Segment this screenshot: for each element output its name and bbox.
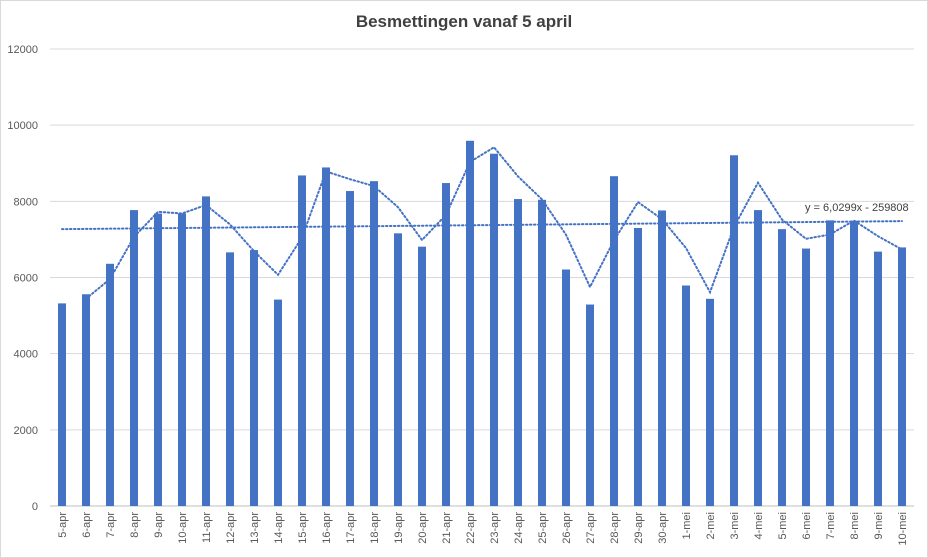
- bar: [850, 220, 858, 506]
- x-tick-label: 2-mei: [705, 512, 717, 540]
- bar: [298, 175, 306, 507]
- bar: [778, 229, 786, 507]
- bar: [658, 210, 666, 506]
- x-tick-label: 6-mei: [801, 512, 813, 540]
- x-tick-label: 13-apr: [249, 512, 261, 544]
- x-tick-label: 29-apr: [633, 512, 645, 544]
- bar: [58, 303, 66, 506]
- bar: [562, 269, 570, 506]
- x-tick-label: 28-apr: [609, 512, 621, 544]
- bar: [730, 155, 738, 506]
- bar: [442, 183, 450, 506]
- bar: [466, 140, 474, 507]
- x-axis-ticks: 5-apr 6-apr 7-apr 8-apr 9-apr 10-apr 11-apr 12-…: [57, 512, 909, 546]
- bar: [346, 191, 354, 506]
- x-tick-label: 15-apr: [297, 512, 309, 544]
- bar: [226, 252, 234, 506]
- x-tick-label: 9-mei: [873, 512, 885, 540]
- bar: [874, 251, 882, 506]
- x-tick-label: 6-apr: [81, 512, 93, 538]
- x-tick-label: 3-mei: [729, 512, 741, 540]
- bar: [706, 298, 714, 506]
- bar: [322, 167, 330, 507]
- bar: [490, 153, 498, 506]
- y-tick-label: 10000: [7, 120, 38, 132]
- bar: [394, 233, 402, 506]
- gridlines: [50, 48, 914, 507]
- bar: [898, 247, 906, 506]
- bars: [58, 140, 906, 507]
- x-tick-label: 21-apr: [441, 512, 453, 544]
- x-tick-label: 10-mei: [897, 512, 909, 546]
- x-tick-label: 8-apr: [129, 512, 141, 538]
- x-tick-label: 25-apr: [537, 512, 549, 544]
- bar: [130, 210, 138, 506]
- bar: [82, 294, 90, 506]
- x-tick-label: 26-apr: [561, 512, 573, 544]
- bar: [754, 210, 762, 506]
- x-tick-label: 22-apr: [465, 512, 477, 544]
- bar: [538, 199, 546, 506]
- trend-lines: [61, 145, 903, 300]
- bar: [682, 285, 690, 506]
- x-tick-label: 30-apr: [657, 512, 669, 544]
- bar: [250, 250, 258, 506]
- y-tick-label: 0: [32, 501, 38, 513]
- bar: [274, 299, 282, 506]
- x-tick-label: 5-apr: [57, 512, 69, 538]
- x-tick-label: 9-apr: [153, 512, 165, 538]
- x-tick-label: 20-apr: [417, 512, 429, 544]
- bar: [802, 248, 810, 506]
- y-tick-label: 8000: [14, 196, 38, 208]
- bar: [514, 199, 522, 506]
- bar: [106, 263, 114, 506]
- bar: [586, 304, 594, 506]
- x-tick-label: 11-apr: [201, 512, 213, 543]
- x-tick-label: 27-apr: [585, 512, 597, 544]
- bar: [370, 181, 378, 506]
- bar: [610, 176, 618, 506]
- x-tick-label: 17-apr: [345, 512, 357, 544]
- bar: [178, 213, 186, 506]
- x-tick-label: 12-apr: [225, 512, 237, 544]
- bar: [418, 246, 426, 506]
- y-tick-label: 2000: [14, 425, 38, 437]
- x-tick-label: 5-mei: [777, 512, 789, 540]
- x-tick-label: 7-mei: [825, 512, 837, 540]
- bar: [634, 227, 642, 506]
- y-tick-label: 4000: [14, 349, 38, 361]
- x-tick-label: 7-apr: [105, 512, 117, 538]
- y-tick-label: 6000: [14, 273, 38, 285]
- bar: [826, 220, 834, 506]
- x-tick-label: 19-apr: [393, 512, 405, 544]
- x-tick-label: 8-mei: [849, 512, 861, 540]
- bar: [202, 196, 210, 506]
- x-tick-label: 1-mei: [681, 512, 693, 540]
- bar: [154, 213, 162, 506]
- x-tick-label: 4-mei: [753, 512, 765, 540]
- y-tick-label: 12000: [7, 44, 38, 56]
- x-tick-label: 24-apr: [513, 512, 525, 544]
- x-tick-label: 18-apr: [369, 512, 381, 544]
- linear-trendline: [61, 220, 903, 231]
- x-tick-label: 23-apr: [489, 512, 501, 544]
- x-tick-label: 14-apr: [273, 512, 285, 544]
- trendline-equation: y = 6,0299x - 259808: [805, 202, 909, 214]
- x-tick-label: 10-apr: [177, 512, 189, 544]
- moving-average-line: [85, 145, 903, 300]
- y-axis-ticks: 0 2000 4000 6000 8000 10000 12000: [7, 44, 38, 513]
- x-tick-label: 16-apr: [321, 512, 333, 544]
- chart-title: Besmettingen vanaf 5 april: [355, 12, 573, 31]
